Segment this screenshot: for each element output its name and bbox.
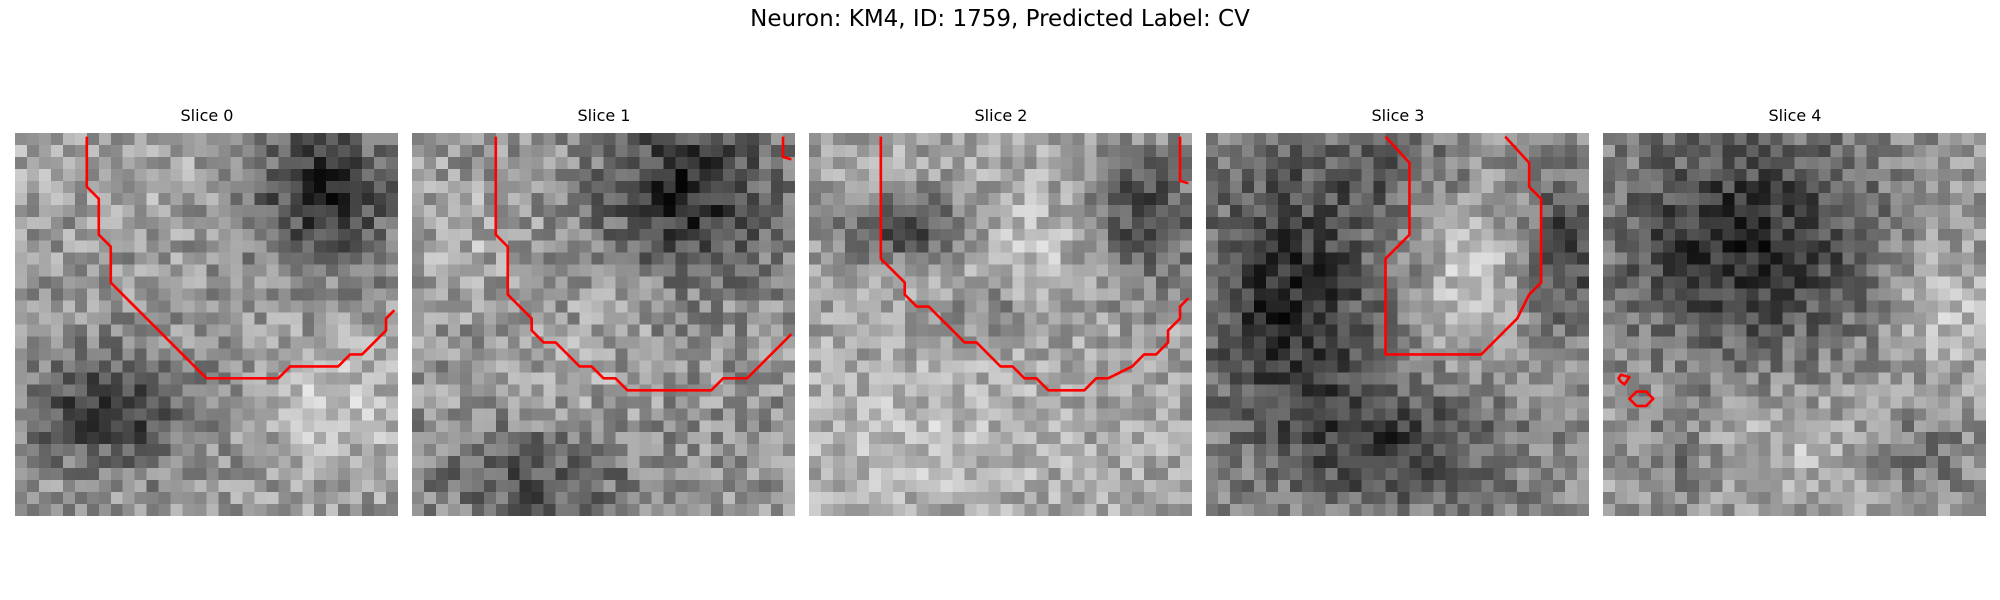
grayscale-pixels xyxy=(412,133,795,516)
slice-image-1 xyxy=(412,133,795,516)
segmentation-contour-0 xyxy=(85,136,396,380)
figure-title: Neuron: KM4, ID: 1759, Predicted Label: … xyxy=(750,6,1250,32)
segmentation-contour-1 xyxy=(781,136,792,161)
grayscale-pixels xyxy=(809,133,1192,516)
slice-panel-4: Slice 4 xyxy=(1603,106,1987,518)
slice-title-3: Slice 3 xyxy=(1371,106,1425,125)
segmentation-contour-0 xyxy=(879,136,1190,392)
segmentation-contour-0 xyxy=(494,136,793,392)
slice-image-3 xyxy=(1206,133,1589,516)
grayscale-pixels xyxy=(1603,133,1986,516)
slice-panel-1: Slice 1 xyxy=(412,106,796,518)
slice-panel-3: Slice 3 xyxy=(1206,106,1590,518)
slice-title-1: Slice 1 xyxy=(577,106,631,125)
segmentation-contour-1 xyxy=(1178,136,1189,185)
slice-panel-0: Slice 0 xyxy=(15,106,399,518)
grayscale-pixels xyxy=(1206,133,1589,516)
slice-image-2 xyxy=(809,133,1192,516)
slice-panel-2: Slice 2 xyxy=(809,106,1193,518)
slice-title-4: Slice 4 xyxy=(1768,106,1822,125)
grayscale-pixels xyxy=(15,133,398,516)
slice-image-4 xyxy=(1603,133,1986,516)
segmentation-contour-0 xyxy=(1384,135,1543,356)
segmentation-contour-1 xyxy=(1628,390,1655,408)
segmentation-contour-0 xyxy=(1617,373,1631,386)
slice-title-2: Slice 2 xyxy=(974,106,1028,125)
slice-title-0: Slice 0 xyxy=(180,106,234,125)
slice-image-0 xyxy=(15,133,398,516)
